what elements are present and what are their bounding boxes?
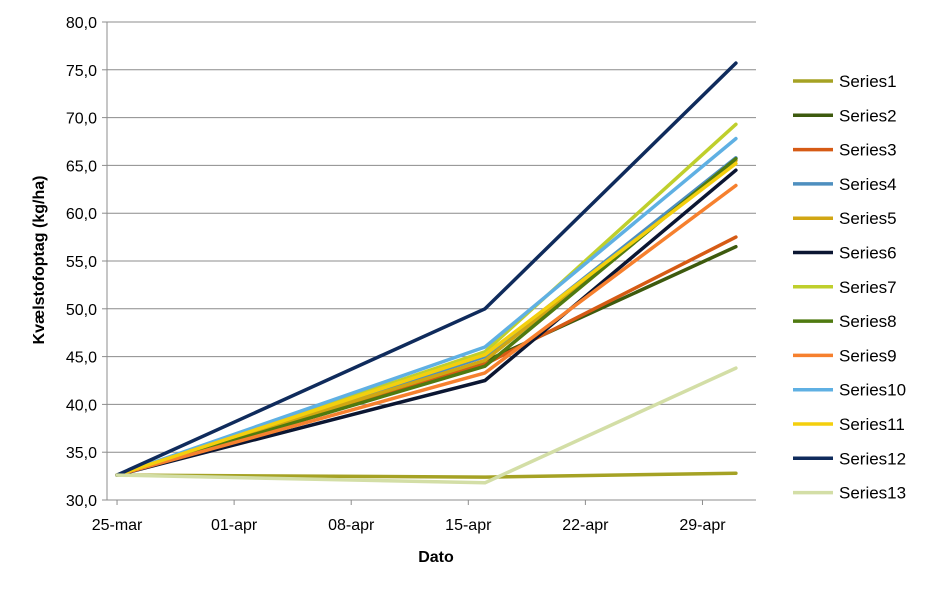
legend-label: Series5 [839,209,897,228]
legend-label: Series2 [839,106,897,125]
series-line-series9 [115,183,738,477]
x-tick-label: 15-apr [445,517,492,534]
x-tick-label: 25-mar [92,517,143,534]
y-tick-label: 55,0 [66,254,97,271]
legend-item: Series7 [793,278,897,297]
series-lines [115,61,738,485]
y-tick-label: 30,0 [66,493,97,510]
legend-item: Series4 [793,175,897,194]
legend-item: Series2 [793,106,897,125]
legend-label: Series4 [839,175,897,194]
legend-item: Series5 [793,209,897,228]
y-tick-labels: 30,0 35,0 40,0 45,0 50,0 55,0 60,0 65,0 70,0 75,0… [66,15,97,510]
legend-label: Series3 [839,141,897,160]
legend-item: Series8 [793,312,897,331]
legend-label: Series11 [839,415,905,434]
legend-item: Series13 [793,484,906,503]
y-axis-title: Kvælstofoptag (kg/ha) [31,176,48,345]
legend-label: Series13 [839,484,906,503]
series-line-series12 [115,61,738,477]
legend-item: Series12 [793,449,906,468]
x-tick-label: 22-apr [562,517,609,534]
y-tick-label: 75,0 [66,63,97,80]
axes [102,21,756,505]
y-tick-label: 60,0 [66,206,97,223]
series-line-series6 [115,168,738,477]
legend-item: Series6 [793,244,897,263]
x-tick-label: 01-apr [211,517,258,534]
series-line-series4 [115,156,738,477]
y-tick-label: 35,0 [66,445,97,462]
series-line-series13 [115,366,738,485]
series-line-series10 [115,136,738,477]
y-tick-label: 45,0 [66,350,97,367]
legend-item: Series3 [793,141,897,160]
y-tick-label: 50,0 [66,302,97,319]
x-tick-labels: 25-mar 01-apr 08-apr 15-apr 22-apr 29-apr [92,517,727,534]
series-line-series1 [115,471,738,479]
x-axis-title: Dato [418,549,454,566]
legend-label: Series1 [839,72,897,91]
legend: Series1 Series2 Series3 Series4 Series5 Serie… [793,72,906,503]
series-line-series7 [115,122,738,477]
legend-item: Series9 [793,346,897,365]
legend-item: Series1 [793,72,897,91]
y-tick-label: 70,0 [66,111,97,128]
y-tick-label: 40,0 [66,397,97,414]
legend-label: Series8 [839,312,897,331]
legend-label: Series6 [839,244,897,263]
series-line-series11 [115,161,738,477]
legend-label: Series10 [839,381,906,400]
legend-item: Series10 [793,381,906,400]
y-tick-label: 80,0 [66,15,97,32]
series-line-series2 [115,244,738,477]
x-tick-label: 29-apr [679,517,726,534]
legend-item: Series11 [793,415,905,434]
x-tick-label: 08-apr [328,517,375,534]
legend-label: Series9 [839,346,897,365]
grid-lines [107,21,756,453]
legend-label: Series7 [839,278,897,297]
legend-label: Series12 [839,449,906,468]
y-tick-label: 65,0 [66,158,97,175]
